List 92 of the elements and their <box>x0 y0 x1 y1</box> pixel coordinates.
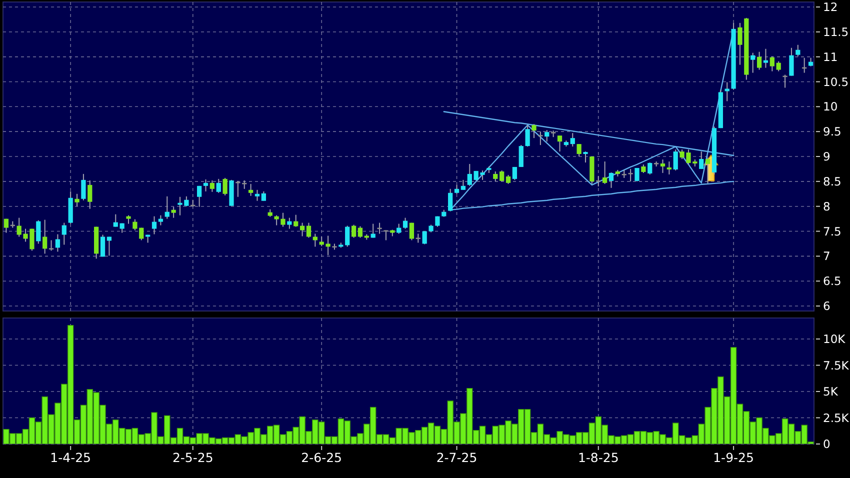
x-tick-label: 2-6-25 <box>301 450 342 465</box>
y-tick-label: 11.5 <box>823 24 849 39</box>
candlestick <box>699 151 704 170</box>
candlestick <box>467 163 472 186</box>
candlestick <box>261 190 266 202</box>
candlestick <box>648 162 652 175</box>
y-tick-label: 8 <box>823 199 830 214</box>
candlestick <box>196 185 202 208</box>
candlestick <box>602 160 608 184</box>
x-tick-label: 1-4-25 <box>50 450 92 465</box>
candlestick <box>576 144 582 157</box>
candlestick <box>705 156 710 184</box>
candlestick <box>409 222 414 241</box>
candlestick <box>74 193 80 207</box>
candlestick <box>500 170 504 182</box>
y-tick-label: 7 <box>823 249 830 264</box>
candlestick <box>254 189 260 202</box>
x-tick-label: 1-8-25 <box>578 450 619 465</box>
y-tick-label: 9 <box>823 150 830 164</box>
candlestick <box>306 222 312 238</box>
candlestick <box>88 180 92 210</box>
candlestick <box>532 124 536 139</box>
x-tick-label: 2-5-25 <box>172 450 214 465</box>
x-tick-label: 2-7-25 <box>436 450 478 465</box>
candlestick <box>724 82 730 102</box>
candlestick <box>164 196 170 220</box>
y-tick-label: 12 <box>823 0 838 14</box>
candlestick <box>55 234 60 252</box>
candlestick <box>300 222 305 237</box>
candlestick <box>770 56 774 72</box>
candlestick <box>776 60 781 72</box>
candlestick <box>750 52 756 74</box>
candlestick <box>396 223 402 234</box>
candlestick <box>48 240 54 252</box>
candlestick <box>248 183 254 196</box>
candlestick <box>152 216 157 235</box>
candlestick <box>570 132 575 148</box>
candlestick <box>666 160 672 175</box>
y-tick-label: 9.5 <box>823 124 842 139</box>
candlestick <box>81 173 86 201</box>
candlestick <box>4 218 9 234</box>
candlestick <box>756 51 762 70</box>
x-tick-label: 1-9-25 <box>713 450 754 465</box>
y-tick-label: 7.5K <box>823 358 850 372</box>
y-tick-label: 2.5K <box>823 410 850 425</box>
candlestick <box>203 178 208 192</box>
y-tick-label: 10K <box>823 332 846 346</box>
candlestick <box>660 158 666 174</box>
candlestick <box>345 225 350 248</box>
candlestick <box>36 220 41 244</box>
candlestick <box>351 224 356 238</box>
y-tick-label: 10 <box>823 100 838 114</box>
candlestick <box>106 236 112 256</box>
candlestick <box>42 219 48 254</box>
candlestick <box>512 166 518 180</box>
candlestick <box>608 172 614 188</box>
candlestick <box>422 230 427 245</box>
candlestick <box>222 177 228 196</box>
y-tick-label: 8.5 <box>823 174 842 188</box>
candlestick <box>402 217 408 230</box>
y-tick-label: 11 <box>823 50 838 64</box>
candlestick <box>460 179 466 190</box>
candlestick <box>796 44 800 57</box>
candlestick <box>673 149 678 171</box>
candlestick <box>113 214 118 228</box>
y-tick-label: 0 <box>823 437 830 452</box>
candlestick <box>294 214 298 228</box>
candlestick <box>287 217 292 230</box>
candlestick <box>158 214 164 226</box>
candlestick <box>62 222 66 246</box>
candlestick <box>358 226 363 238</box>
candlestick <box>493 170 498 182</box>
candlestick <box>583 151 588 163</box>
y-tick-label: 6.5 <box>823 274 842 288</box>
candlestick <box>544 130 550 142</box>
candlestick <box>763 48 768 68</box>
y-tick-label: 7.5 <box>823 224 842 238</box>
candlestick <box>210 180 215 192</box>
y-tick-label: 10.5 <box>823 74 849 89</box>
candlestick <box>538 131 543 146</box>
candlestick <box>634 167 640 182</box>
candlestick <box>171 206 176 218</box>
candlestick <box>557 135 562 152</box>
candlestick <box>448 188 453 212</box>
candlestick <box>518 144 524 168</box>
candlestick <box>789 47 794 76</box>
candlestick <box>525 124 530 148</box>
candlestick <box>216 178 221 194</box>
candlestick <box>312 233 318 248</box>
y-tick-label: 6 <box>823 299 830 314</box>
candlestick <box>100 234 106 258</box>
y-tick-label: 5K <box>823 384 838 399</box>
